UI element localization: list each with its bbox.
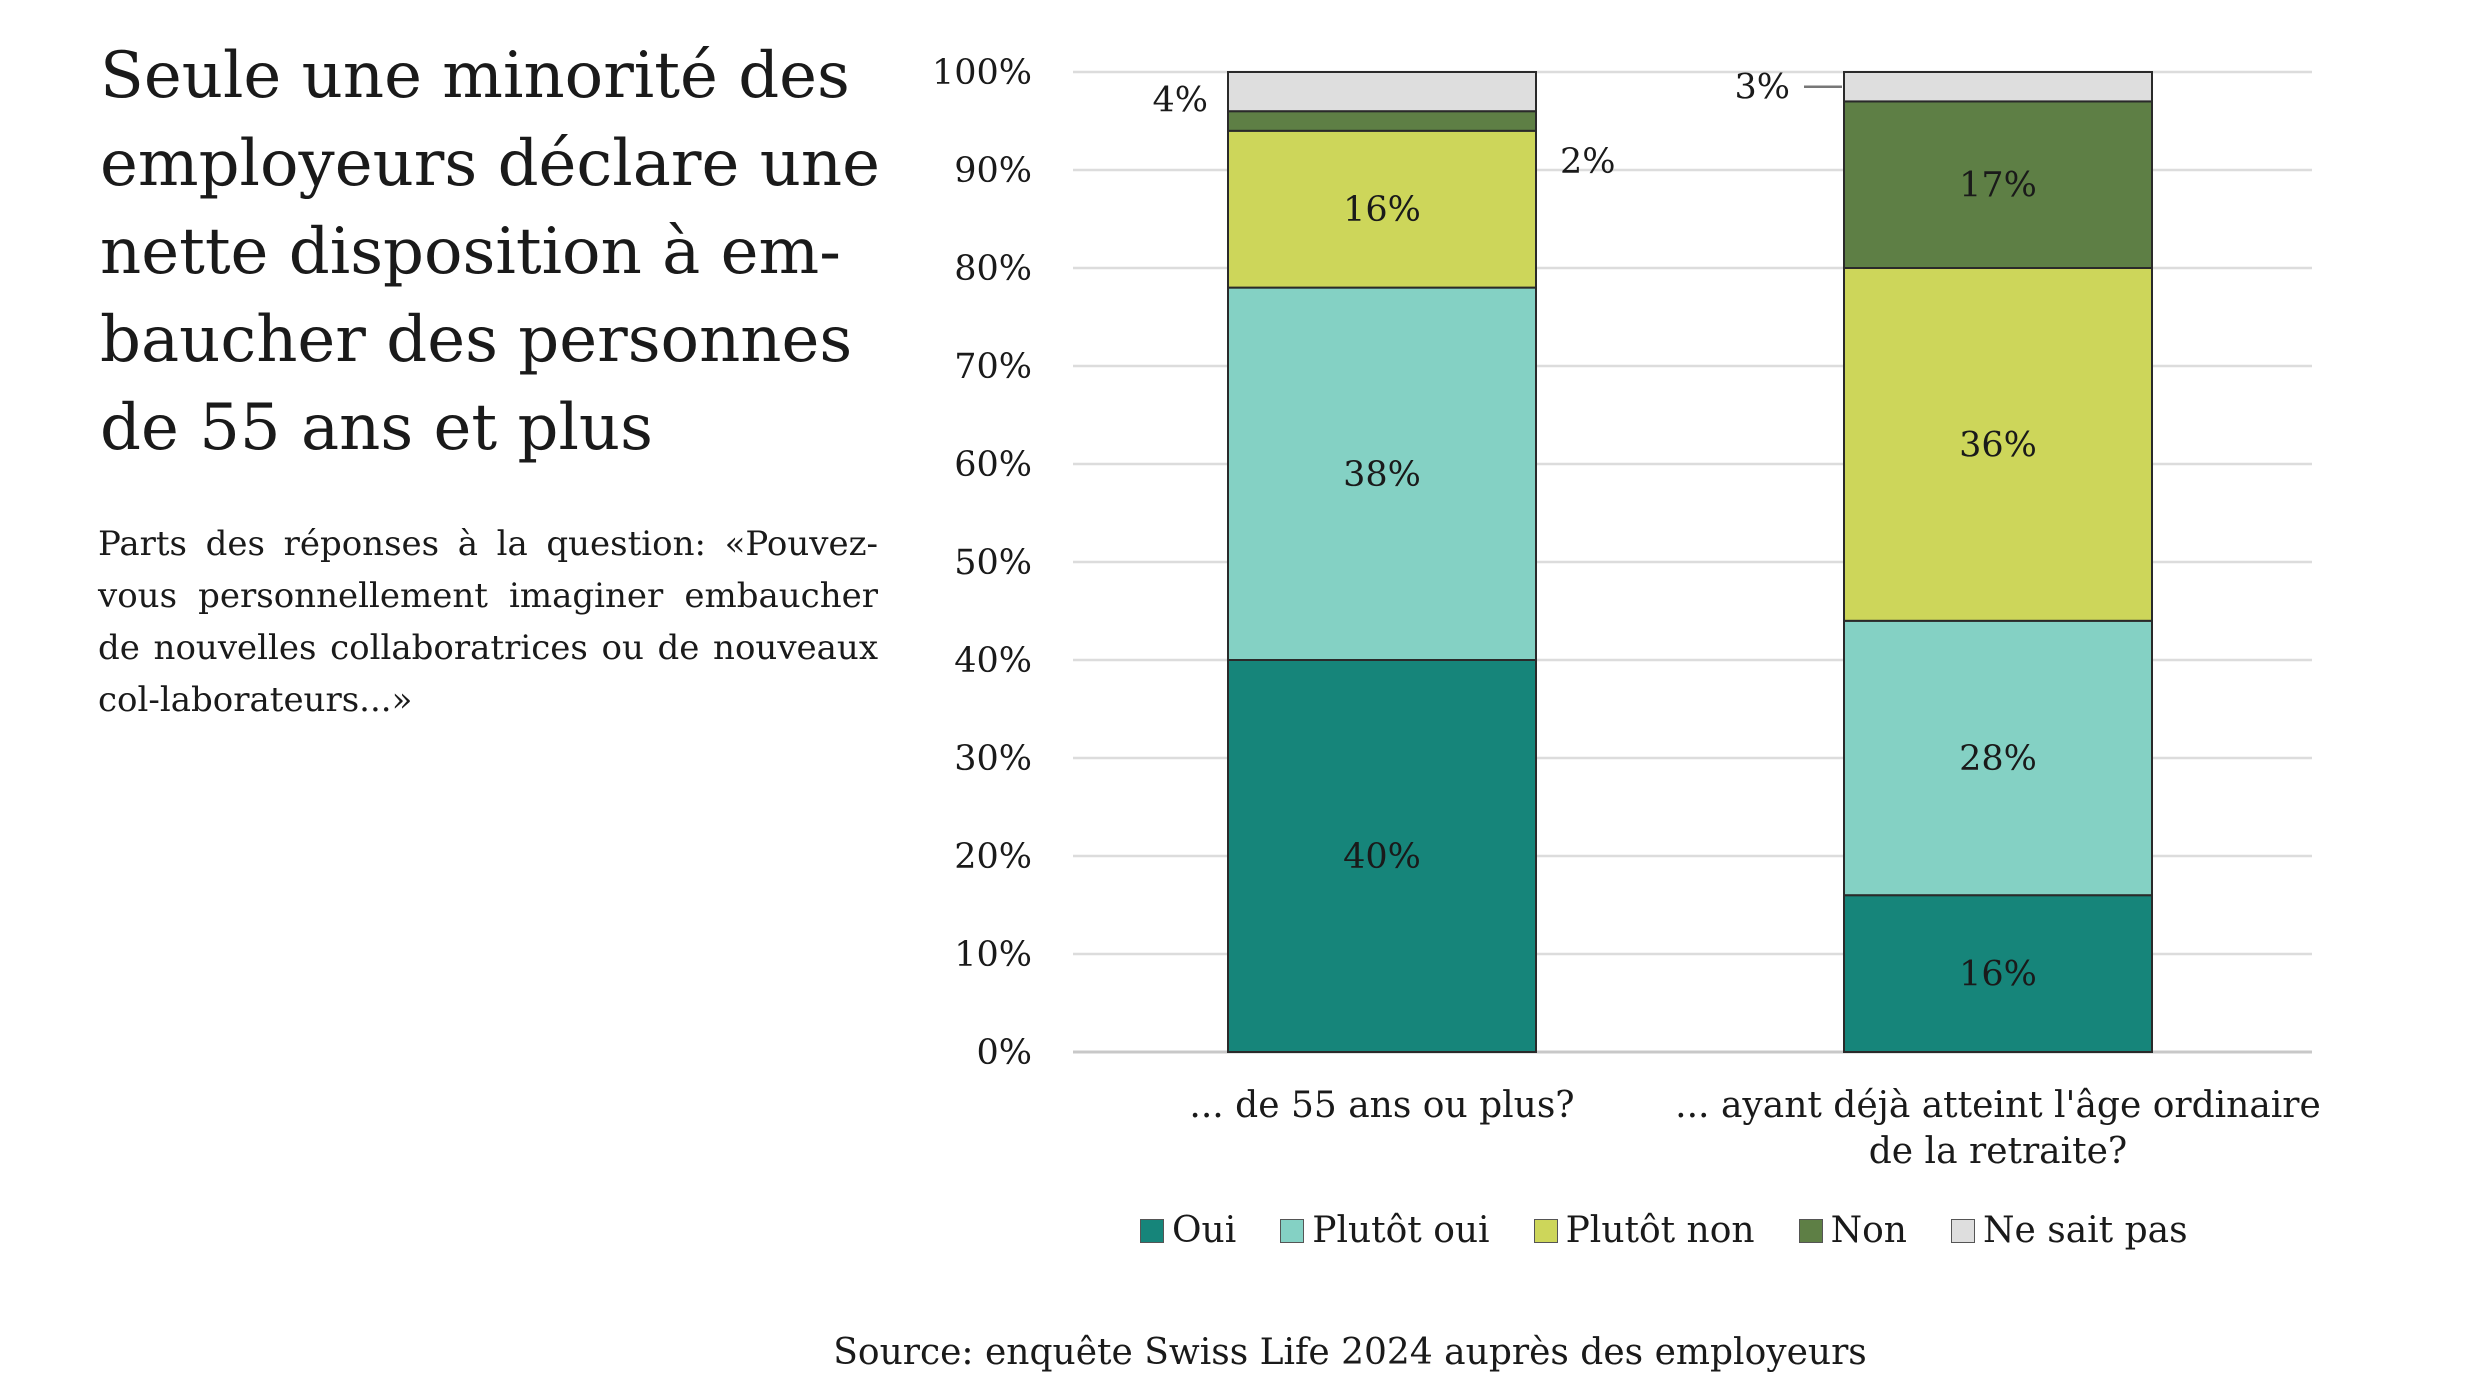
data-label: 4% — [1152, 81, 1208, 121]
y-tick-label: 70% — [954, 347, 1032, 387]
data-label: 3% — [1734, 68, 1790, 108]
data-label: 16% — [1343, 190, 1421, 230]
y-tick-label: 90% — [954, 151, 1032, 191]
y-tick-label: 50% — [954, 543, 1032, 583]
bar-segment — [1843, 100, 2153, 270]
y-tick-label: 60% — [954, 445, 1032, 485]
x-category-label: de la retraite? — [1869, 1131, 2127, 1172]
legend-label: Oui — [1172, 1210, 1237, 1251]
data-label: 40% — [1343, 837, 1421, 877]
y-tick-label: 0% — [976, 1033, 1032, 1073]
data-label: 28% — [1959, 739, 2037, 779]
y-tick-label: 100% — [932, 53, 1032, 93]
x-category-label: ... ayant déjà atteint l'âge ordinaire — [1675, 1085, 2321, 1126]
y-tick-label: 30% — [954, 739, 1032, 779]
y-tick-label: 40% — [954, 641, 1032, 681]
source-note: Source: enquête Swiss Life 2024 auprès d… — [833, 1332, 1867, 1373]
legend-swatch — [1140, 1218, 1164, 1243]
chart-title: Seule une minorité des employeurs déclar… — [100, 39, 880, 465]
legend-item: Plutôt non — [1533, 1210, 1755, 1251]
bar-segment — [1227, 71, 1537, 113]
legend-item: Non — [1798, 1210, 1907, 1251]
legend-label: Plutôt oui — [1312, 1210, 1490, 1251]
legend-swatch — [1533, 1218, 1558, 1243]
legend-item: Oui — [1140, 1210, 1236, 1251]
legend-item: Ne sait pas — [1950, 1210, 2188, 1251]
bar-segment — [1843, 619, 2153, 897]
legend-swatch — [1950, 1218, 1975, 1243]
bar-segment — [1227, 129, 1537, 289]
legend-swatch — [1798, 1218, 1823, 1243]
legend-label: Ne sait pas — [1982, 1210, 2188, 1251]
x-category-label: ... de 55 ans ou plus? — [1189, 1085, 1574, 1126]
data-label: 36% — [1959, 425, 2037, 465]
bar-segment — [1843, 894, 2153, 1054]
data-label: 16% — [1959, 955, 2037, 995]
chart-subtitle: Parts des réponses à la question: «Pouve… — [98, 524, 878, 720]
chart-legend: Oui Plutôt oui Plutôt non Non Ne sait pas — [1140, 1210, 2188, 1251]
y-tick-label: 20% — [954, 837, 1032, 877]
y-tick-label: 80% — [954, 249, 1032, 289]
legend-label: Non — [1830, 1210, 1907, 1251]
bar-segment — [1227, 659, 1537, 1053]
bar-segment — [1843, 267, 2153, 622]
y-tick-label: 10% — [954, 935, 1032, 975]
data-label: 38% — [1343, 455, 1421, 495]
bar-segment — [1843, 71, 2153, 103]
legend-item: Plutôt oui — [1280, 1210, 1490, 1251]
bar-segment — [1227, 110, 1537, 132]
data-label: 2% — [1560, 142, 1616, 182]
data-label: 17% — [1959, 166, 2037, 206]
legend-swatch — [1280, 1218, 1305, 1243]
legend-label: Plutôt non — [1565, 1210, 1755, 1251]
